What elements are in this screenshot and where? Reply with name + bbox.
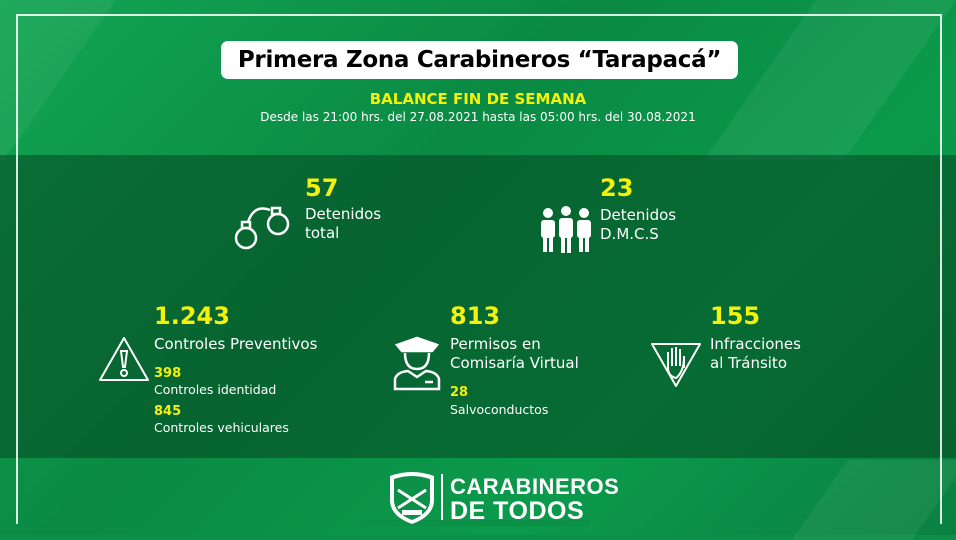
stop-hand-icon xyxy=(651,343,701,387)
frame xyxy=(16,14,942,524)
warning-icon xyxy=(99,337,149,381)
permisos-label: Permisos en xyxy=(450,335,541,353)
detenidos-label: Detenidos xyxy=(305,205,382,223)
salvoconductos-value: 28 xyxy=(450,385,469,400)
permisos-label2: Comisaría Virtual xyxy=(450,354,579,372)
page-title: Primera Zona Carabineros “Tarapacá” xyxy=(221,41,738,79)
people-icon xyxy=(541,206,591,253)
logo-divider xyxy=(441,474,443,520)
handcuffs-icon xyxy=(234,206,290,250)
content-band xyxy=(0,155,956,458)
controles-vehiculares-value: 845 xyxy=(154,404,182,419)
carabineros-de-todos-logo: CARABINEROS DE TODOS xyxy=(450,474,620,525)
infracciones-label: Infracciones xyxy=(710,335,801,353)
carabineros-seal-logo xyxy=(390,472,434,524)
dmcs-value: 23 xyxy=(600,174,634,202)
dmcs-label: Detenidos xyxy=(600,206,677,224)
permisos-value: 813 xyxy=(450,302,501,330)
detenidos-label2: total xyxy=(305,224,340,242)
infracciones-value: 155 xyxy=(710,302,761,330)
controles-identidad-label: Controles identidad xyxy=(154,382,277,397)
police-officer-icon xyxy=(393,336,441,391)
controles-label: Controles Preventivos xyxy=(154,335,318,353)
controles-vehiculares-label: Controles vehiculares xyxy=(154,420,289,435)
infracciones-label2: al Tránsito xyxy=(710,354,787,372)
detenidos-value: 57 xyxy=(305,174,339,202)
salvoconductos-label: Salvoconductos xyxy=(450,402,549,417)
subtitle: BALANCE FIN DE SEMANA xyxy=(369,90,587,108)
dmcs-label2: D.M.C.S xyxy=(600,225,659,243)
controles-identidad-value: 398 xyxy=(154,366,182,381)
period: Desde las 21:00 hrs. del 27.08.2021 hast… xyxy=(260,110,696,124)
controles-value: 1.243 xyxy=(154,302,230,330)
